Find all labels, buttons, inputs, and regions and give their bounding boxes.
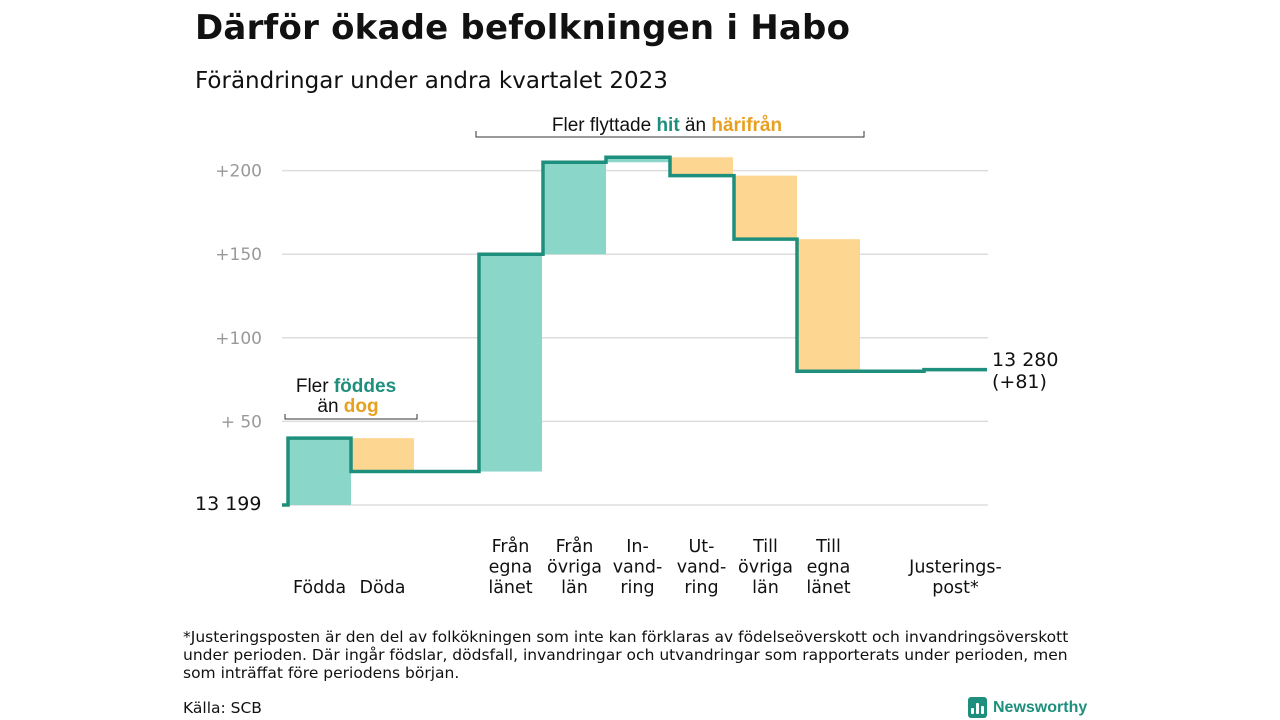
category-label: In-vand-ring [613, 537, 663, 598]
brand-logo: Newsworthy [968, 697, 1087, 718]
category-label-line: län [561, 578, 588, 598]
category-label-line: Till [815, 537, 841, 557]
category-label-line: vand- [677, 558, 727, 578]
source: Källa: SCB [183, 699, 262, 717]
footnote: *Justeringsposten är den del av folkökni… [183, 628, 1069, 682]
cumulative-step-line [282, 155, 987, 507]
annotation-migration-bracket [475, 131, 865, 138]
y-tick-label: +100 [215, 329, 262, 349]
annotation-migration-text: Fler flyttade hit än härifrån [552, 115, 782, 136]
waterfall-bar [543, 162, 606, 255]
category-label-line: Ut- [689, 537, 715, 557]
category-label-line: post* [932, 578, 979, 598]
category-label-line: övriga [547, 558, 602, 578]
category-label-line: Från [492, 536, 530, 557]
annotation-migration: Fler flyttade hit än härifrån [475, 115, 865, 138]
waterfall-bar [479, 254, 542, 472]
y-tick-label: +200 [215, 162, 262, 182]
category-label-line: egna [807, 558, 851, 578]
category-label-line: Från [556, 536, 594, 557]
waterfall-bar [797, 239, 860, 372]
end-value-label: 13 280 [992, 349, 1058, 371]
category-label: Födda [293, 578, 346, 598]
waterfall-bar [288, 438, 351, 505]
chart-subtitle: Förändringar under andra kvartalet 2023 [195, 68, 668, 94]
end-change-label: (+81) [992, 371, 1047, 393]
category-label-line: egna [489, 558, 533, 578]
category-label-line: Till [752, 537, 778, 557]
waterfall-bar [670, 157, 733, 176]
category-label-line: länet [488, 578, 532, 598]
category-label-line: vand- [613, 558, 663, 578]
category-label-line: Födda [293, 578, 346, 598]
annotation-births-bracket [284, 414, 418, 420]
bar-chart-icon [968, 697, 987, 718]
category-label-line: län [752, 578, 779, 598]
waterfall-bar [734, 175, 797, 240]
chart-title: Därför ökade befolkningen i Habo [195, 8, 851, 48]
annotation-births-line1: Fler föddes [296, 376, 396, 397]
y-tick-label: + 50 [221, 412, 262, 432]
category-label-line: ring [684, 578, 718, 598]
category-label-line: ring [620, 578, 654, 598]
start-value-label: 13 199 [195, 493, 261, 515]
category-label: Justerings-post* [908, 558, 1002, 599]
category-label: Döda [359, 578, 405, 598]
category-label-line: övriga [738, 558, 793, 578]
category-label-line: In- [626, 537, 649, 557]
annotation-births-line2: än dog [317, 396, 378, 417]
y-tick-label: +150 [215, 245, 262, 265]
category-label: Ut-vand-ring [677, 537, 727, 598]
waterfall-bar [606, 157, 669, 163]
category-label-line: Döda [359, 578, 405, 598]
waterfall-bar [351, 438, 414, 472]
category-label-line: Justerings- [908, 558, 1002, 578]
brand-name: Newsworthy [993, 698, 1088, 716]
category-label-line: länet [806, 578, 850, 598]
